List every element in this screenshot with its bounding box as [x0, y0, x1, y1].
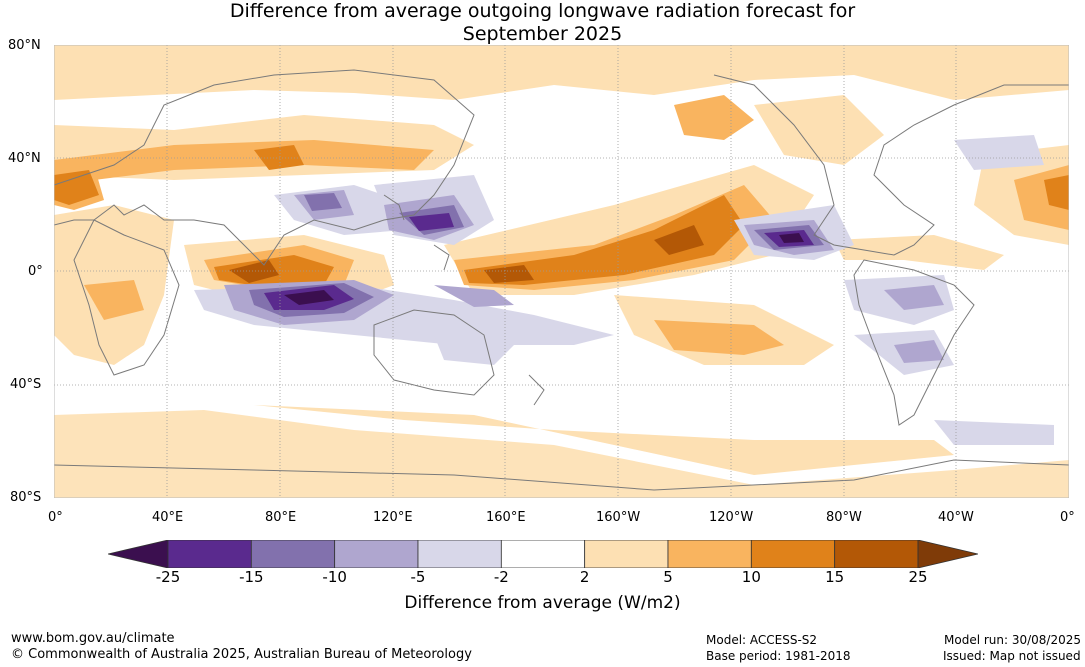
colorbar-tick-label: 25: [908, 568, 928, 586]
lon-label-120e: 120°E: [373, 510, 413, 525]
lon-label-40e: 40°E: [152, 510, 184, 525]
colorbar-segment: [584, 540, 669, 568]
colorbar-extend-low: [108, 540, 169, 568]
colorbar-tick-label: -15: [239, 568, 264, 586]
footer-model: Model: ACCESS-S2: [706, 633, 818, 647]
lat-label-80n: 80°N: [8, 38, 41, 53]
lat-label-0: 0°: [28, 264, 43, 279]
anomaly-fill-negative-darkest: [264, 213, 814, 310]
colorbar-segment: [750, 540, 836, 568]
colorbar-tick-label: 2: [579, 568, 590, 586]
colorbar-segment: [834, 540, 919, 568]
colorbar-tick-label: -10: [322, 568, 347, 586]
lat-label-40n: 40°N: [8, 151, 41, 166]
map-title-line1: Difference from average outgoing longwav…: [229, 0, 856, 22]
lon-label-160e: 160°E: [486, 510, 526, 525]
anomaly-map: [54, 45, 1069, 498]
colorbar-segment: [417, 540, 502, 568]
colorbar-segment: [667, 540, 752, 568]
coastlines: [54, 69, 1069, 491]
lon-label-40w: 40°W: [938, 510, 974, 525]
footer-base-period: Base period: 1981-2018: [706, 649, 851, 663]
colorbar: [108, 540, 978, 568]
colorbar-label: Difference from average (W/m2): [404, 593, 681, 613]
colorbar-tick-label: 15: [825, 568, 845, 586]
lon-label-160w: 160°W: [596, 510, 641, 525]
colorbar-segment: [334, 540, 419, 568]
colorbar-tick-label: 10: [741, 568, 761, 586]
lon-label-80w: 80°W: [826, 510, 862, 525]
colorbar-tick-label: -5: [410, 568, 426, 586]
footer-copyright: © Commonwealth of Australia 2025, Austra…: [11, 647, 472, 662]
anomaly-fill-positive-darkest: [229, 225, 704, 283]
footer-issued: Issued: Map not issued: [943, 649, 1081, 663]
colorbar-segment: [167, 540, 252, 568]
lat-label-80s: 80°S: [10, 490, 42, 505]
lon-label-120w: 120°W: [709, 510, 754, 525]
graticule: [54, 45, 1069, 498]
anomaly-fill-negative-extreme: [284, 233, 804, 305]
colorbar-tick-label: -25: [155, 568, 181, 586]
lon-label-0-left: 0°: [48, 510, 63, 525]
colorbar-tick-label: 5: [663, 568, 673, 586]
lon-label-80e: 80°E: [265, 510, 297, 525]
map-title-line2: September 2025: [462, 23, 623, 45]
map-title: Difference from average outgoing longwav…: [0, 0, 1085, 46]
lon-label-0-right: 0°: [1060, 510, 1075, 525]
footer-url[interactable]: www.bom.gov.au/climate: [11, 631, 175, 646]
colorbar-segment: [250, 540, 336, 568]
footer-model-run: Model run: 30/08/2025: [944, 633, 1082, 647]
colorbar-segment: [500, 540, 586, 568]
colorbar-extend-high: [917, 540, 978, 568]
colorbar-tick-label: -2: [493, 568, 509, 586]
lat-label-40s: 40°S: [10, 377, 42, 392]
